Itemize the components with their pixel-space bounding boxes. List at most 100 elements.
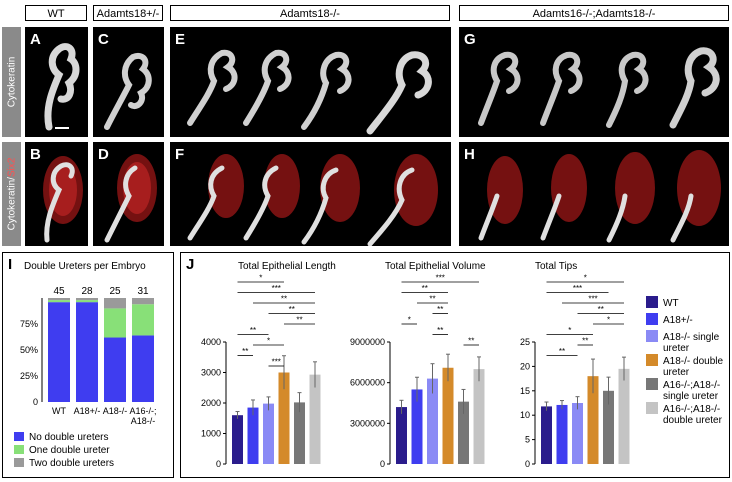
micrograph-d [104, 154, 157, 243]
chart-j-ytick: 10 [520, 410, 530, 420]
chart-i-count: 31 [137, 286, 149, 297]
row-label-cytokeratin-text: Cytokeratin [6, 56, 17, 108]
chart-double-ureters: I Double Ureters per Embryo 75% 50% 25% 0 45 WT… [8, 256, 157, 469]
micrograph-e [187, 49, 432, 135]
panel-label-c: C [98, 31, 109, 48]
chart-j-bar [309, 374, 321, 464]
chart-i-count: 28 [81, 286, 93, 297]
chart-i-bar-segment [104, 308, 126, 338]
chart-j-sig-label: ** [598, 305, 604, 314]
chart-i-legend-label: One double ureter [29, 445, 110, 456]
panel-a: A [25, 27, 88, 137]
chart-j-bar [427, 378, 438, 464]
panel-label-d: D [98, 146, 109, 163]
chart-j-sig-label: * [267, 337, 270, 346]
chart-j-ytick: 9000000 [350, 337, 385, 347]
chart-j-legend-label: A16-/-;A18-/- [663, 380, 720, 391]
chart-j-sig-label: ** [582, 337, 588, 346]
header-wt: WT [25, 5, 87, 21]
micrograph-g [478, 47, 720, 129]
chart-i-bar-segment [76, 300, 98, 303]
panel-label-a: A [30, 31, 41, 48]
chart-j-sig-label: *** [588, 295, 597, 304]
chart-i-xtick: A18-/- [131, 416, 156, 426]
chart-i-xtick: A18+/- [74, 406, 101, 416]
panel-d: D [93, 142, 164, 246]
chart-i-legend-swatch [14, 445, 24, 454]
panel-h: H [459, 142, 729, 246]
chart-j-title: Total Epithelial Volume [385, 261, 486, 272]
chart-j-legend-swatch [646, 402, 658, 414]
chart-j-bar [458, 401, 469, 464]
chart-j-legend-swatch [646, 354, 658, 366]
panel-c: C [93, 27, 164, 137]
chart-j-bar [294, 402, 305, 464]
chart-j-sig-label: * [568, 326, 571, 335]
chart-j-legend-label: ureter [663, 343, 690, 354]
chart-j-legend-swatch [646, 296, 658, 308]
chart-j-sig-label: ** [559, 347, 565, 356]
chart-j-sig-label: * [584, 274, 587, 283]
chart-j-bar [232, 415, 243, 464]
chart-j-ytick: 25 [520, 337, 530, 347]
chart-j-sig-label: * [607, 316, 610, 325]
chart-i-bar-segment [104, 337, 126, 402]
row-label-cytokeratin: Cytokeratin [2, 27, 21, 137]
chart-i-legend-swatch [14, 458, 24, 467]
chart-j-sig-label: *** [436, 274, 445, 283]
chart-i-legend-label: No double ureters [29, 432, 109, 443]
chart-i-legend-label: Two double ureters [29, 458, 114, 469]
micrograph-h [478, 150, 721, 243]
chart-j-sig-label: * [259, 274, 262, 283]
chart-j-legend-swatch [646, 330, 658, 342]
chart-j-ytick: 3000000 [350, 418, 385, 428]
chart-j-ytick: 0 [380, 459, 385, 469]
chart-j-sig-label: ** [437, 326, 443, 335]
chart-j-sig-label: ** [281, 295, 287, 304]
panel-b: B [25, 142, 88, 246]
panel-i-frame [2, 252, 174, 478]
row-label-merged-text: Cytokeratin/Six2 [6, 158, 17, 231]
panel-label-e: E [175, 31, 186, 48]
chart-j-bar [278, 372, 290, 464]
chart-i-ytick: 0 [33, 397, 38, 407]
panel-label-f: F [175, 146, 185, 163]
chart-j-bar [396, 407, 407, 464]
chart-i-ytick: 75% [20, 319, 38, 329]
chart-j-title: Total Epithelial Length [238, 261, 336, 272]
chart-j-legend-label: A18-/- double [663, 356, 723, 367]
row-label-cytokeratin-six2: Cytokeratin/Six2 [2, 142, 21, 246]
chart-j-sig-label: ** [296, 316, 302, 325]
chart-j-bar [618, 368, 630, 464]
chart-j-ytick: 1000 [201, 429, 221, 439]
chart-i-count: 45 [53, 286, 65, 297]
chart-j-sig-label: ** [468, 337, 474, 346]
chart-j-bar [603, 390, 614, 464]
chart-j-legend-label: A18+/- [663, 315, 693, 326]
chart-i-bar-segment [48, 302, 70, 402]
chart-j-title: Total Tips [535, 261, 577, 272]
chart-j-legend-label: ureter [663, 367, 690, 378]
chart-j-ytick: 5 [525, 435, 530, 445]
chart-i-bar-segment [104, 298, 126, 309]
row-label-merged-cyto: Cytokeratin/ [6, 177, 17, 231]
chart-j-ytick: 3000 [201, 368, 221, 378]
chart-j-ytick: 15 [520, 386, 530, 396]
chart-j-bar [263, 403, 274, 464]
chart-i-ytick: 50% [20, 345, 38, 355]
panel-label-b: B [30, 146, 41, 163]
micrograph-b [43, 156, 83, 243]
chart-j-bar [572, 403, 583, 464]
chart-i-legend-swatch [14, 432, 24, 441]
chart-j-bar [442, 367, 454, 464]
panel-label-h: H [464, 146, 475, 163]
panel-e: E [170, 27, 451, 137]
chart-j-sig-label: *** [272, 358, 281, 367]
panel-g: G [459, 27, 729, 137]
panel-label-g: G [464, 31, 476, 48]
chart-j-legend-swatch [646, 378, 658, 390]
chart-i-bar-segment [48, 298, 70, 301]
chart-j-sig-label: ** [289, 305, 295, 314]
panel-label-j: J [186, 256, 194, 273]
chart-j-ytick: 2000 [201, 398, 221, 408]
